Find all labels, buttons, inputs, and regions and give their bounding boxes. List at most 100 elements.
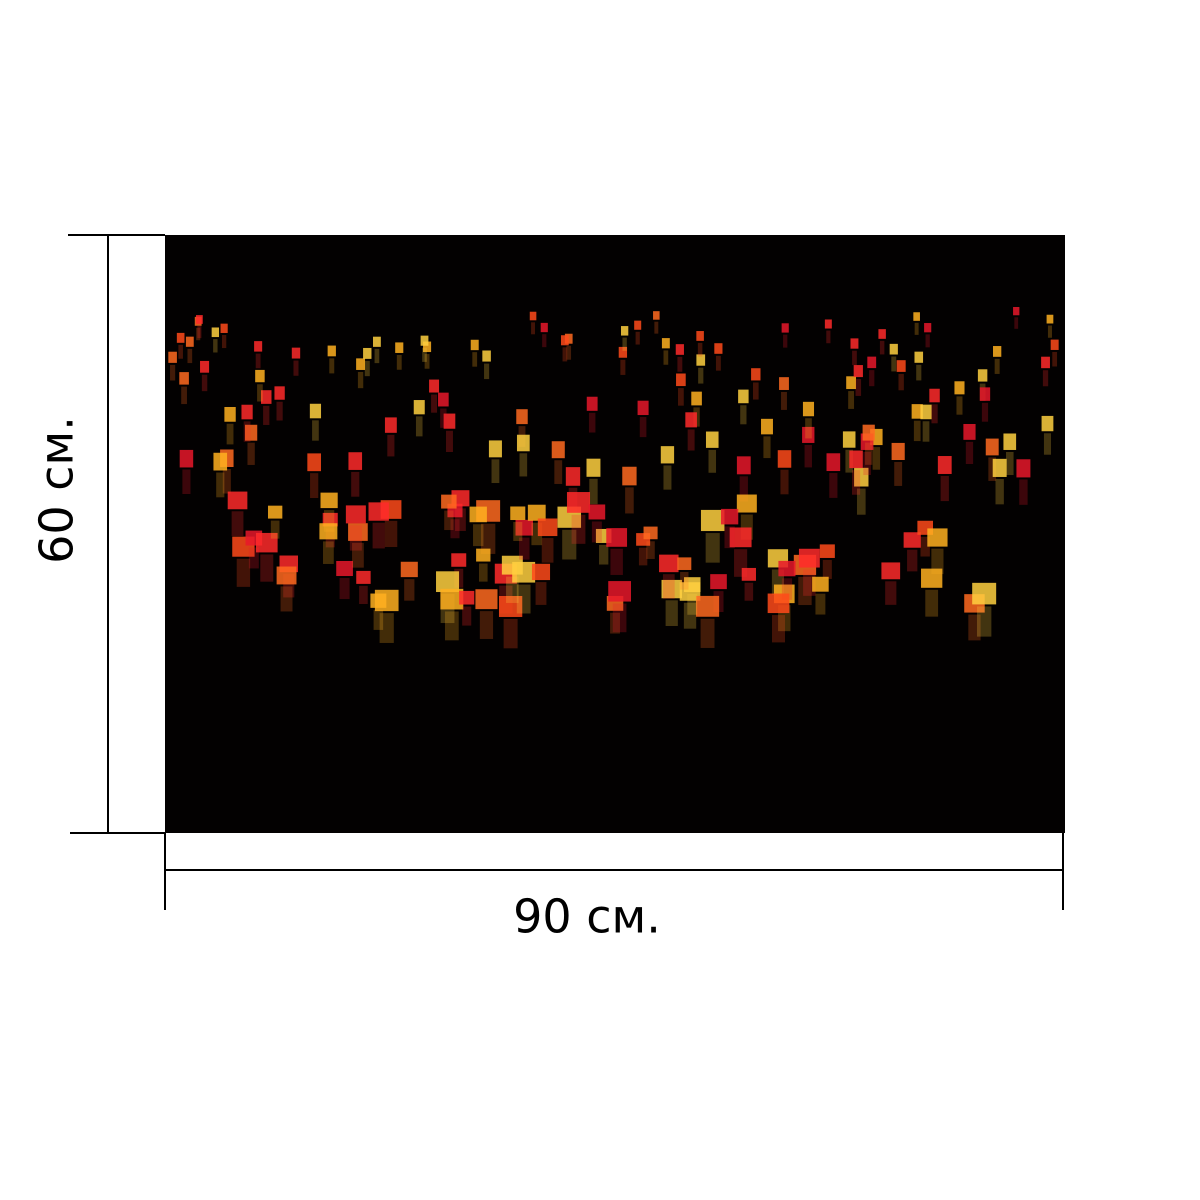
reflection — [772, 615, 786, 643]
lantern — [714, 343, 723, 354]
reflection — [479, 611, 494, 639]
lantern — [551, 441, 565, 459]
reflection — [698, 367, 704, 384]
lantern — [540, 322, 548, 333]
lantern — [400, 561, 418, 578]
lantern — [777, 450, 792, 468]
lantern — [710, 574, 727, 590]
reflection — [323, 541, 334, 564]
reflection — [981, 402, 989, 422]
reflection — [396, 354, 402, 370]
reflection — [804, 444, 812, 468]
reflection — [829, 473, 838, 498]
reflection — [995, 478, 1004, 505]
lantern — [659, 554, 679, 573]
lantern — [779, 377, 789, 390]
reflection — [562, 529, 577, 560]
lantern — [482, 350, 491, 362]
lantern — [470, 339, 479, 351]
reflection — [384, 520, 398, 548]
lantern — [846, 376, 857, 390]
reflection — [516, 584, 531, 614]
lantern — [469, 506, 487, 523]
photo — [165, 235, 1065, 833]
width-label: 90 см. — [513, 890, 661, 944]
lantern — [653, 311, 660, 320]
lantern — [327, 345, 336, 357]
reflection — [885, 581, 897, 605]
lantern — [527, 504, 546, 521]
reflection — [1043, 433, 1052, 455]
lantern — [1013, 307, 1020, 316]
reflection — [178, 344, 183, 359]
reflection — [243, 421, 251, 442]
lantern — [954, 381, 965, 395]
lantern — [459, 590, 475, 605]
reflection — [700, 618, 715, 648]
lantern — [475, 589, 498, 610]
reflection — [535, 582, 547, 605]
reflection — [196, 327, 201, 341]
lantern — [819, 544, 835, 558]
lantern — [979, 387, 991, 401]
lantern — [881, 562, 901, 580]
lantern — [176, 332, 185, 343]
reflection — [531, 322, 536, 335]
reflection — [925, 589, 939, 617]
reflection — [444, 510, 454, 531]
lantern — [903, 532, 921, 548]
reflection — [740, 405, 747, 425]
reflection — [293, 360, 299, 376]
reflection — [473, 524, 484, 547]
reflection — [625, 487, 634, 514]
reflection — [263, 405, 270, 425]
lantern — [510, 506, 526, 521]
reflection — [635, 331, 640, 345]
reflection — [891, 356, 897, 372]
reflection — [226, 423, 234, 445]
reflection — [187, 348, 193, 364]
reflection — [445, 430, 453, 452]
lantern — [675, 344, 684, 355]
lantern — [588, 504, 606, 520]
lantern — [729, 527, 752, 548]
reflection — [222, 469, 231, 494]
reflection — [646, 541, 655, 559]
lantern — [566, 492, 591, 513]
lantern — [721, 508, 739, 525]
lantern — [516, 434, 530, 452]
lantern — [751, 368, 761, 381]
lantern — [1046, 314, 1054, 324]
lantern — [972, 582, 997, 605]
reflection — [310, 473, 319, 499]
lantern — [802, 401, 815, 417]
reflection — [513, 522, 523, 541]
reflection — [1019, 479, 1028, 505]
reflection — [610, 612, 620, 634]
lantern — [211, 327, 220, 338]
reflection — [845, 449, 853, 473]
reflection — [462, 606, 472, 626]
lantern — [842, 431, 856, 448]
lantern — [736, 456, 751, 475]
lantern — [320, 492, 338, 509]
reflection — [373, 609, 384, 630]
reflection — [480, 523, 496, 554]
lantern — [220, 323, 228, 333]
lantern — [620, 326, 629, 336]
reflection — [351, 471, 360, 497]
reflection — [455, 508, 466, 531]
lantern — [913, 312, 920, 321]
lantern — [705, 431, 719, 448]
reflection — [907, 549, 918, 572]
reflection — [822, 559, 832, 579]
reflection — [1005, 451, 1014, 476]
reflection — [276, 401, 283, 421]
lantern — [618, 346, 628, 358]
lantern — [267, 505, 283, 519]
reflection — [826, 330, 831, 344]
lantern — [440, 588, 464, 610]
lantern — [413, 400, 425, 415]
reflection — [531, 522, 543, 546]
lantern — [927, 528, 948, 547]
